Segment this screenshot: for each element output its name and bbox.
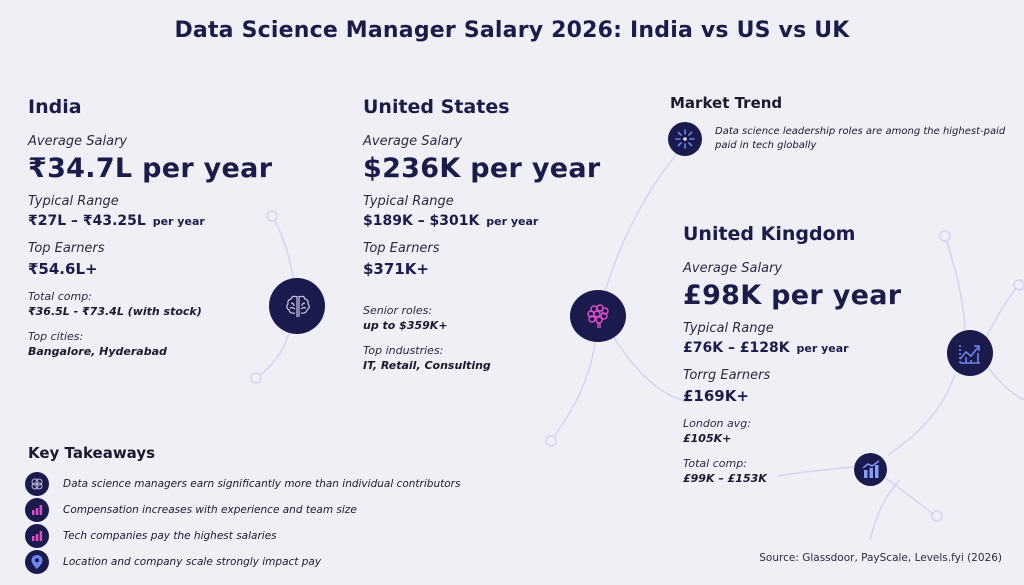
takeaway-text: Tech companies pay the highest salaries bbox=[63, 530, 277, 542]
takeaway-item: Compensation increases with experience a… bbox=[25, 497, 460, 523]
top-earners-label: Top Earners bbox=[363, 241, 440, 256]
top-earners-label: Top Earners bbox=[28, 241, 105, 256]
top-earners-label: Torrg Earners bbox=[683, 368, 771, 383]
uk-line-chart-node bbox=[947, 330, 993, 376]
range-amount: $189K – $301K bbox=[363, 213, 480, 229]
avg-salary-label: Average Salary bbox=[363, 134, 463, 149]
uk-section: United Kingdom Average Salary £98K per y… bbox=[683, 223, 983, 485]
market-trend-node bbox=[668, 122, 702, 156]
country-heading-us: United States bbox=[363, 96, 510, 118]
location-pin-icon bbox=[25, 550, 49, 574]
bar-chart-icon bbox=[25, 498, 49, 522]
country-heading-india: India bbox=[28, 96, 82, 118]
avg-salary-value: $236K per year bbox=[363, 153, 601, 184]
source-citation: Source: Glassdoor, PayScale, Levels.fyi … bbox=[759, 552, 1002, 564]
typical-range-value: £76K – £128K per year bbox=[683, 340, 983, 356]
key-takeaways-list: Data science managers earn significantly… bbox=[25, 471, 460, 575]
country-heading-uk: United Kingdom bbox=[683, 223, 856, 245]
total-comp-label: Total comp: bbox=[28, 290, 92, 303]
line-chart-icon bbox=[959, 345, 980, 364]
avg-salary-value: £98K per year bbox=[683, 280, 902, 311]
top-earners-value: $371K+ bbox=[363, 260, 429, 278]
sparkle-icon bbox=[675, 129, 695, 149]
india-brain-node bbox=[269, 278, 325, 334]
us-brain-node bbox=[570, 290, 626, 342]
avg-salary-value: ₹34.7L per year bbox=[28, 153, 273, 184]
top-cities-label: Top cities: bbox=[28, 330, 84, 343]
us-section: United States Average Salary $236K per y… bbox=[363, 96, 663, 372]
takeaway-text: Data science managers earn significantly… bbox=[63, 478, 461, 490]
top-industries-value: IT, Retail, Consulting bbox=[363, 359, 491, 372]
market-trend-title: Market Trend bbox=[670, 94, 783, 112]
brain-icon bbox=[587, 304, 609, 328]
avg-salary-label: Average Salary bbox=[28, 134, 128, 149]
takeaway-text: Compensation increases with experience a… bbox=[63, 504, 357, 516]
market-trend-text: Data science leadership roles are among … bbox=[715, 126, 1006, 151]
key-takeaways-title: Key Takeaways bbox=[28, 444, 156, 462]
uk-bar-chart-node bbox=[854, 453, 887, 486]
range-suffix: per year bbox=[486, 215, 539, 228]
top-earners-value: ₹54.6L+ bbox=[28, 260, 98, 278]
india-section: India Average Salary ₹34.7L per year Typ… bbox=[28, 96, 328, 358]
typical-range-label: Typical Range bbox=[683, 321, 774, 336]
range-suffix: per year bbox=[152, 215, 205, 228]
avg-salary-label: Average Salary bbox=[683, 261, 783, 276]
typical-range-label: Typical Range bbox=[28, 194, 119, 209]
page-title: Data Science Manager Salary 2026: India … bbox=[174, 18, 850, 43]
brain-icon bbox=[286, 295, 310, 317]
bar-chart-icon bbox=[862, 459, 879, 478]
range-suffix: per year bbox=[796, 342, 849, 355]
typical-range-value: ₹27L – ₹43.25L per year bbox=[28, 213, 328, 229]
london-avg-value: £105K+ bbox=[683, 432, 732, 445]
total-comp-value: £99K – £153K bbox=[683, 472, 767, 485]
brain-icon bbox=[25, 472, 49, 496]
london-avg-label: London avg: bbox=[683, 417, 751, 430]
takeaway-text: Location and company scale strongly impa… bbox=[63, 556, 322, 568]
range-amount: ₹27L – ₹43.25L bbox=[28, 213, 146, 229]
typical-range-label: Typical Range bbox=[363, 194, 454, 209]
total-comp-value: ₹36.5L - ₹73.4L (with stock) bbox=[28, 305, 202, 318]
senior-roles-label: Senior roles: bbox=[363, 304, 433, 317]
bar-chart-icon bbox=[25, 524, 49, 548]
typical-range-value: $189K – $301K per year bbox=[363, 213, 663, 229]
top-industries-label: Top industries: bbox=[363, 344, 444, 357]
total-comp-label: Total comp: bbox=[683, 457, 747, 470]
top-earners-value: £169K+ bbox=[683, 387, 749, 405]
takeaway-item: Tech companies pay the highest salaries bbox=[25, 523, 460, 549]
range-amount: £76K – £128K bbox=[683, 340, 790, 356]
top-cities-value: Bangalore, Hyderabad bbox=[28, 345, 167, 358]
senior-roles-value: up to $359K+ bbox=[363, 319, 448, 332]
takeaway-item: Data science managers earn significantly… bbox=[25, 471, 460, 497]
takeaway-item: Location and company scale strongly impa… bbox=[25, 549, 460, 575]
